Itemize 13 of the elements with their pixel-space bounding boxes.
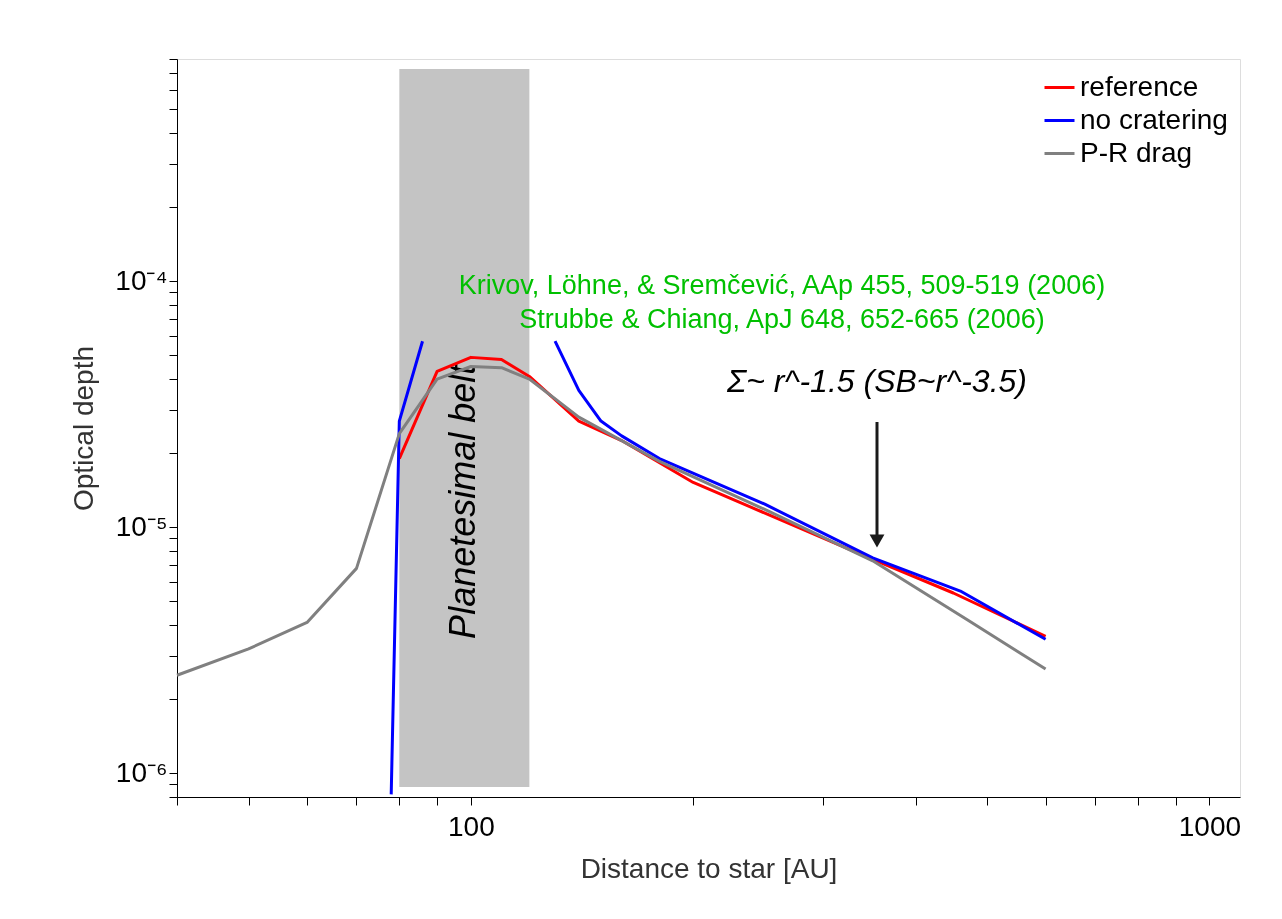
legend-label: no cratering (1080, 103, 1228, 135)
y-tick-label: 10⁻⁵ (115, 510, 168, 542)
x-tick-label: 1000 (1178, 810, 1242, 842)
annotation: Σ~ r^-1.5 (SB~r^-3.5) (726, 363, 1027, 399)
y-tick-label: 10⁻⁶ (115, 756, 168, 788)
annotation: Krivov, Löhne, & Sremčević, AAp 455, 509-519 (2006) (458, 270, 1106, 300)
legend-label: P-R drag (1080, 136, 1193, 168)
x-tick-label: 100 (448, 810, 495, 842)
legend-label: reference (1080, 70, 1199, 102)
y-axis-title: Optical depth (68, 346, 100, 511)
x-axis-title: Distance to star [AU] (580, 852, 838, 884)
y-tick-label: 10⁻⁴ (115, 264, 168, 296)
annotation: Strubbe & Chiang, ApJ 648, 652-665 (2006) (519, 304, 1045, 334)
